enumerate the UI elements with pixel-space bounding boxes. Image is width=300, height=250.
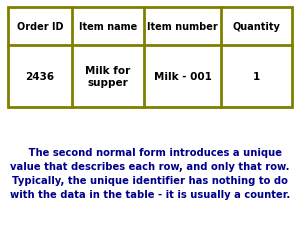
Text: Order ID: Order ID	[17, 22, 63, 32]
Text: Milk - 001: Milk - 001	[154, 72, 211, 82]
Text: Item number: Item number	[147, 22, 218, 32]
Text: The second normal form introduces a unique
value that describes each row, and on: The second normal form introduces a uniq…	[10, 148, 290, 199]
Text: 2436: 2436	[26, 72, 55, 82]
Text: 1: 1	[253, 72, 260, 82]
Text: Milk for
supper: Milk for supper	[85, 66, 131, 88]
Text: Item name: Item name	[79, 22, 137, 32]
Bar	[8, 8, 292, 108]
Text: Quantity: Quantity	[232, 22, 280, 32]
